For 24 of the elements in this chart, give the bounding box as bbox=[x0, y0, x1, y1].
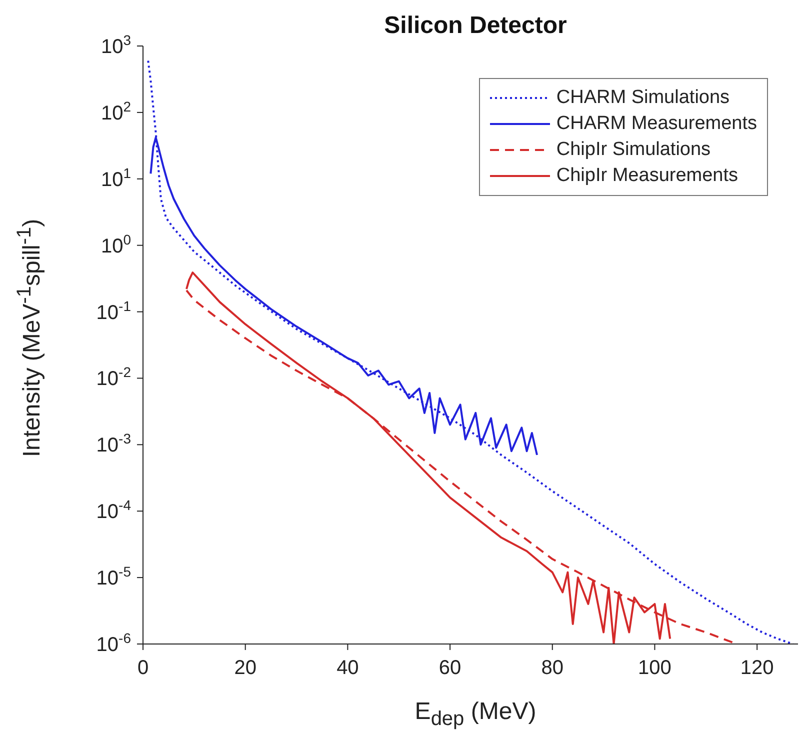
legend-label: CHARM Measurements bbox=[556, 113, 757, 135]
x-tick-label: 60 bbox=[438, 657, 462, 679]
x-tick-label: 40 bbox=[336, 657, 359, 679]
y-tick-label: 10$^{2}$ bbox=[100, 98, 132, 124]
y-tick-label: 10$^{-3}$ bbox=[96, 430, 132, 457]
y-tick-label: 10$^{-1}$ bbox=[96, 298, 132, 324]
y-tick-label: 10$^{-6}$ bbox=[96, 630, 132, 656]
x-tick-label: 100 bbox=[638, 657, 672, 679]
chart-title: Silicon Detector bbox=[383, 12, 568, 40]
legend-label: CHARM Simulations bbox=[556, 87, 730, 109]
y-tick-label: 10$^{3}$ bbox=[100, 32, 132, 58]
y-tick-label: 10$^{-4}$ bbox=[96, 497, 132, 524]
x-tick-label: 20 bbox=[234, 657, 256, 679]
legend-label: ChipIr Simulations bbox=[556, 139, 711, 161]
y-tick-label: 10$^{1}$ bbox=[100, 164, 132, 191]
x-tick-label: 0 bbox=[137, 657, 149, 679]
legend-label: ChipIr Measurements bbox=[556, 165, 738, 187]
x-axis-title: E$_{dep}$ (MeV) bbox=[414, 698, 538, 731]
y-tick-label: 10$^{-5}$ bbox=[96, 564, 132, 590]
x-tick-label: 80 bbox=[541, 657, 564, 679]
y-tick-label: 10$^{0}$ bbox=[100, 231, 132, 258]
line-series bbox=[150, 136, 538, 456]
y-tick-label: 10$^{-2}$ bbox=[96, 364, 132, 390]
x-tick-label: 120 bbox=[740, 657, 774, 679]
